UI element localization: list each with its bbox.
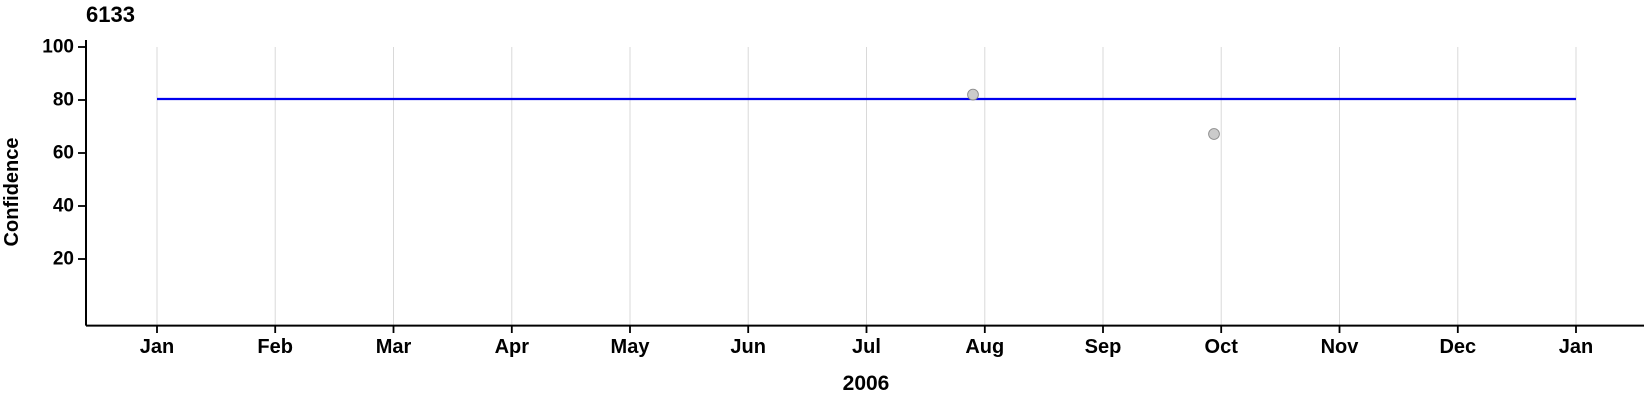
svg-text:Confidence: Confidence	[1, 138, 23, 247]
svg-text:Mar: Mar	[376, 336, 412, 358]
svg-text:Aug: Aug	[965, 336, 1004, 358]
svg-text:Apr: Apr	[495, 336, 530, 358]
svg-text:May: May	[611, 336, 651, 358]
svg-text:60: 60	[53, 143, 74, 164]
svg-text:100: 100	[42, 37, 74, 58]
svg-text:Sep: Sep	[1085, 336, 1122, 358]
svg-text:Feb: Feb	[257, 336, 293, 358]
svg-text:Jan: Jan	[140, 336, 174, 358]
svg-text:2006: 2006	[843, 372, 890, 395]
svg-text:Nov: Nov	[1321, 336, 1360, 358]
svg-text:Jun: Jun	[730, 336, 766, 358]
svg-text:20: 20	[53, 249, 74, 270]
svg-text:6133: 6133	[86, 2, 135, 27]
svg-text:40: 40	[53, 196, 74, 217]
svg-text:Oct: Oct	[1205, 336, 1239, 358]
svg-text:80: 80	[53, 90, 74, 111]
svg-text:Jan: Jan	[1559, 336, 1593, 358]
svg-text:Jul: Jul	[852, 336, 881, 358]
svg-text:Dec: Dec	[1439, 336, 1476, 358]
